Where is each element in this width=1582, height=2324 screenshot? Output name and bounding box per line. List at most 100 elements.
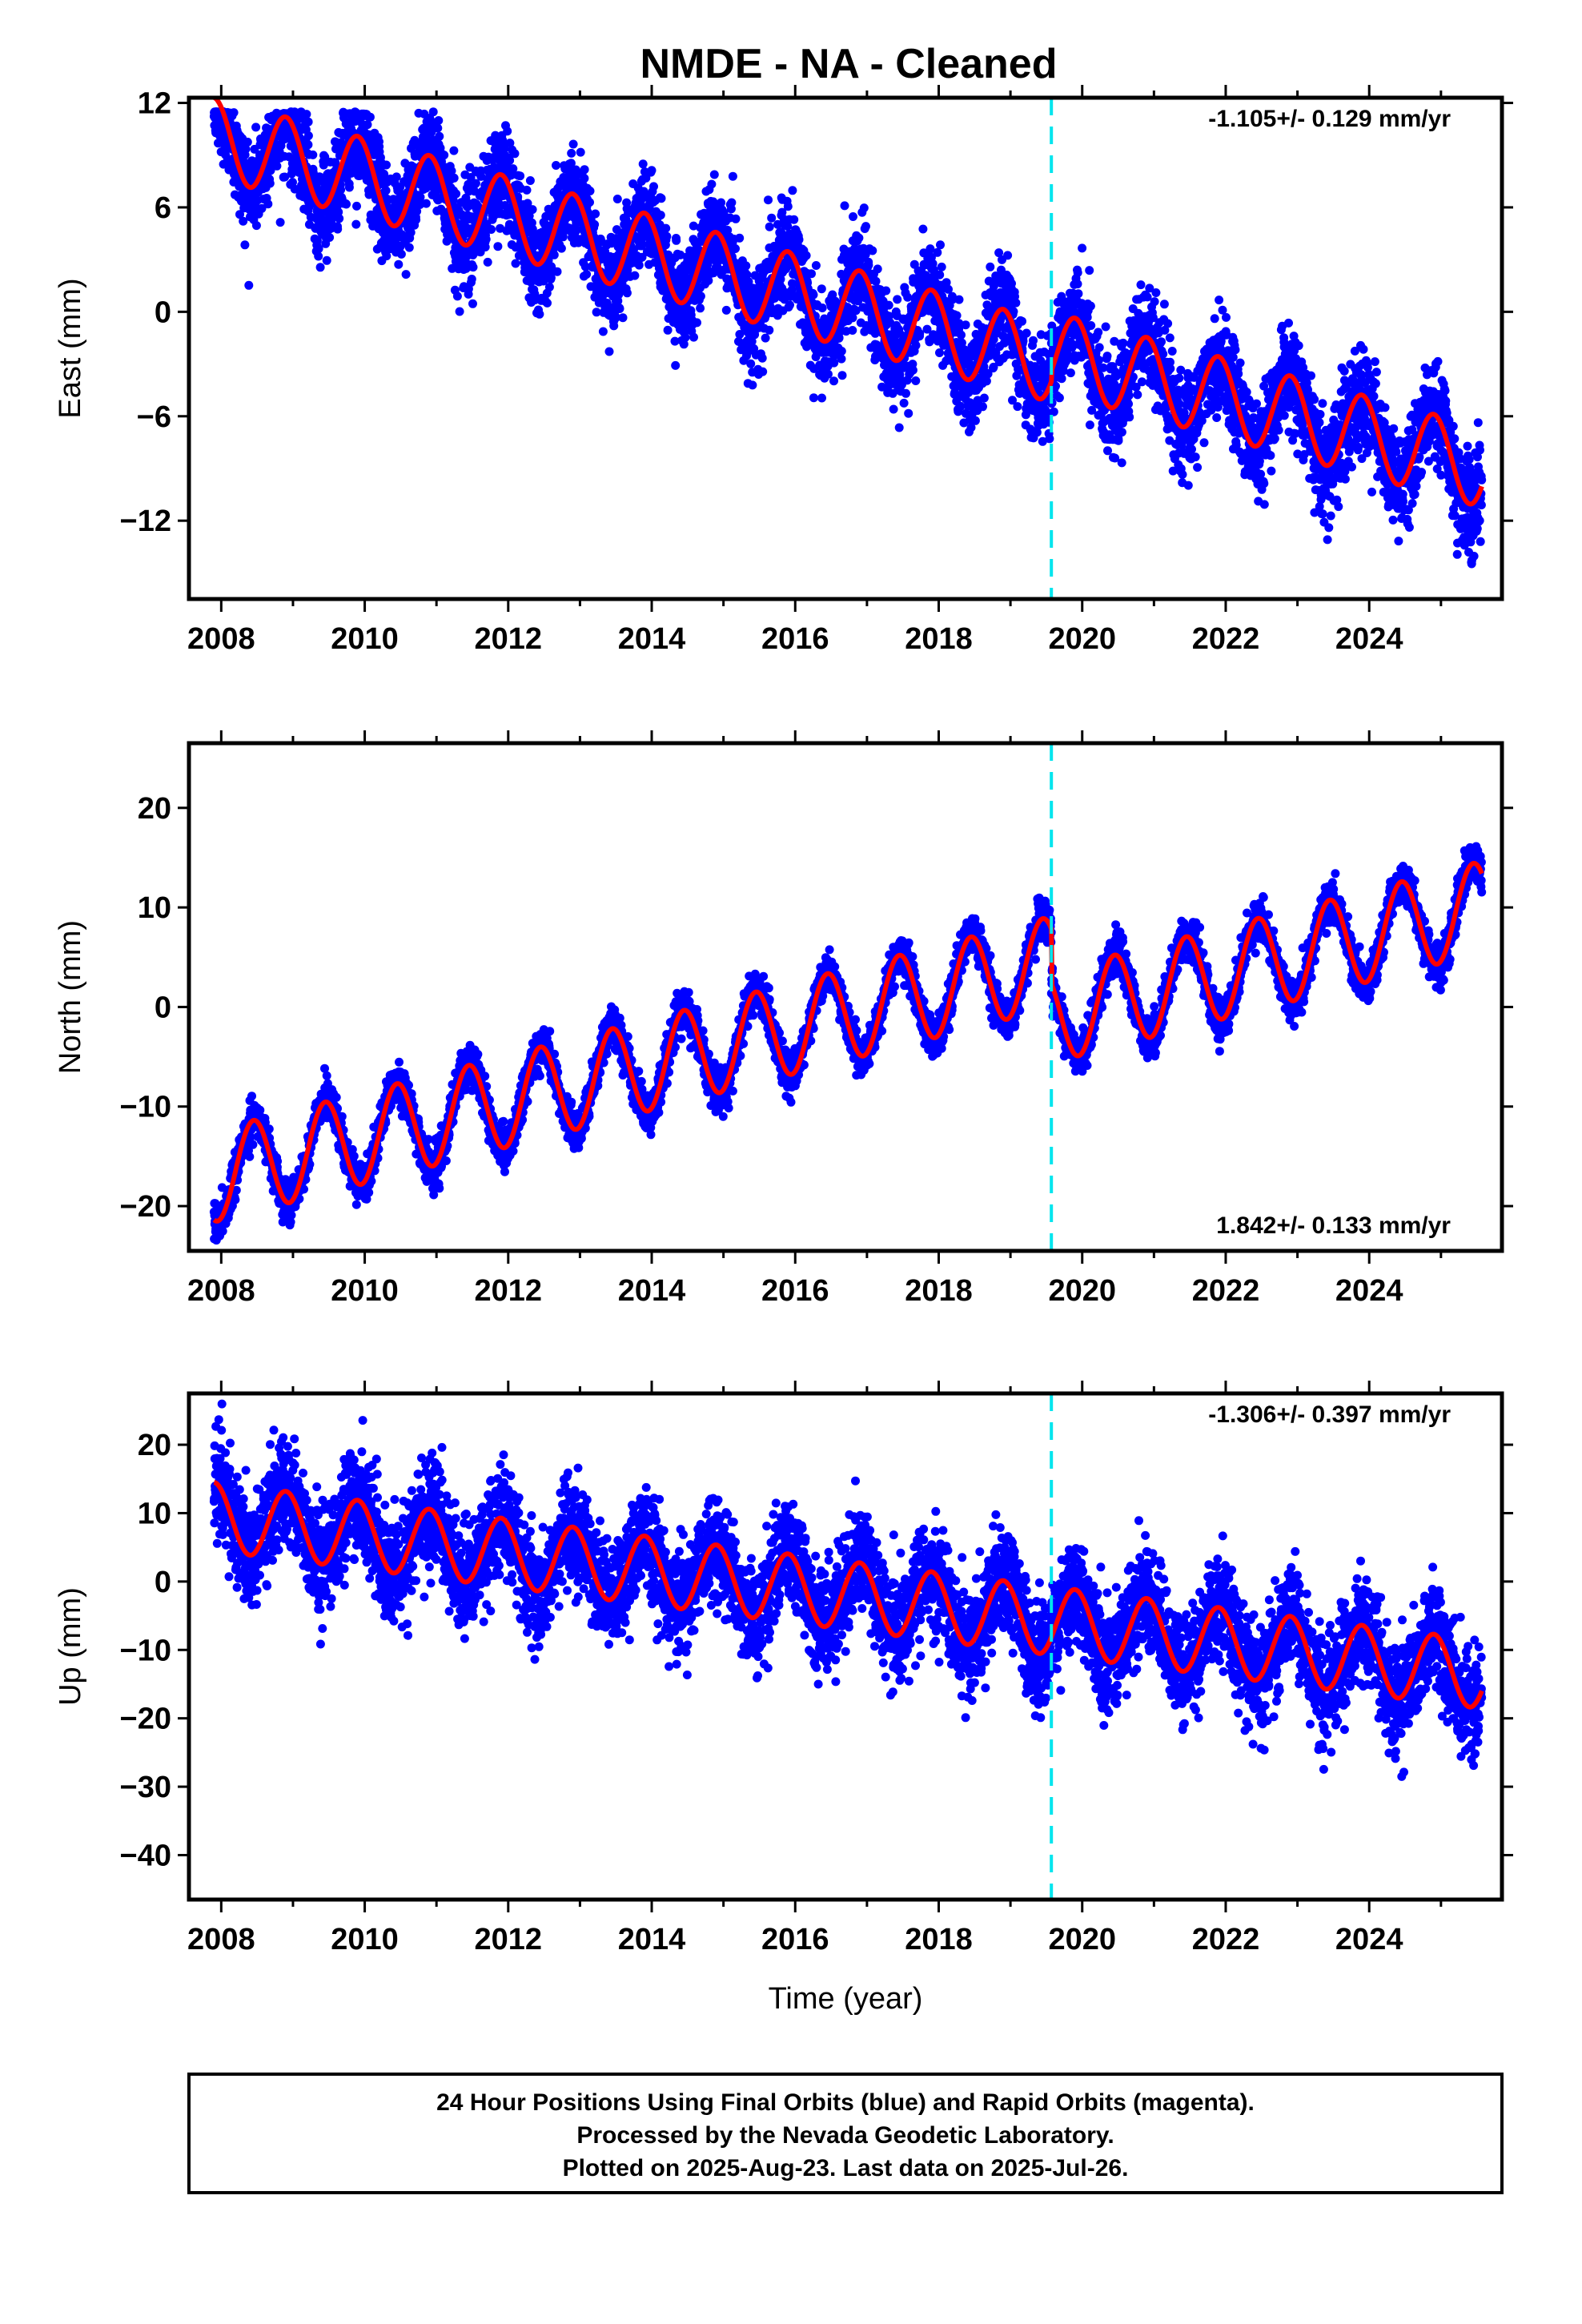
data-point <box>325 233 335 242</box>
data-point <box>528 205 537 215</box>
data-point <box>612 312 621 322</box>
data-point <box>290 184 299 194</box>
data-point <box>1151 288 1161 297</box>
data-point <box>288 178 297 187</box>
data-point <box>672 235 681 245</box>
data-point <box>649 182 658 191</box>
data-point <box>823 369 833 379</box>
data-point <box>365 112 375 122</box>
data-point <box>523 199 532 208</box>
data-point <box>935 270 945 279</box>
data-point <box>334 207 343 217</box>
data-point <box>434 116 444 125</box>
data-point <box>525 176 535 185</box>
data-point <box>707 179 717 189</box>
data-point <box>750 330 760 340</box>
data-point <box>1124 391 1134 400</box>
data-point <box>241 144 251 154</box>
data-point <box>428 107 438 117</box>
data-point <box>807 269 816 279</box>
data-point <box>634 260 644 270</box>
data-point <box>302 110 311 119</box>
data-point <box>979 393 989 403</box>
data-point <box>776 275 785 284</box>
data-point <box>871 276 881 286</box>
data-point <box>511 259 520 268</box>
data-point <box>322 255 331 265</box>
data-point <box>510 149 520 159</box>
data-point <box>1022 328 1031 338</box>
data-point <box>966 423 976 432</box>
data-point <box>758 367 768 376</box>
data-points-east <box>209 107 1487 569</box>
data-point <box>1098 363 1108 372</box>
data-point <box>801 251 811 260</box>
data-point <box>1187 444 1196 454</box>
data-point <box>1101 322 1110 332</box>
data-point <box>788 279 797 288</box>
data-point <box>308 150 318 159</box>
data-point <box>541 211 551 221</box>
data-point <box>449 146 459 155</box>
data-point <box>1054 393 1064 403</box>
data-point <box>1118 338 1128 348</box>
data-point <box>744 277 753 287</box>
data-point <box>622 288 632 298</box>
data-point <box>1085 420 1094 430</box>
data-point <box>312 236 322 245</box>
data-point <box>889 404 898 414</box>
data-point <box>787 285 797 295</box>
data-point <box>696 304 705 313</box>
data-point <box>613 296 623 306</box>
data-point <box>922 324 932 334</box>
data-point <box>656 211 665 220</box>
data-point <box>1008 396 1017 405</box>
data-point <box>894 423 904 432</box>
data-point <box>528 224 537 234</box>
data-point <box>1011 298 1021 308</box>
data-point <box>265 179 275 188</box>
data-point <box>859 203 869 213</box>
data-point <box>516 171 525 181</box>
data-point <box>918 224 928 234</box>
data-point <box>956 401 966 411</box>
data-point <box>1166 364 1175 373</box>
data-point <box>618 313 628 323</box>
data-point <box>229 108 239 118</box>
data-point <box>440 151 449 160</box>
data-point <box>788 186 797 195</box>
data-point <box>937 262 946 271</box>
data-point <box>676 250 685 259</box>
data-point <box>614 288 624 298</box>
data-point <box>263 199 273 209</box>
data-point <box>580 165 589 175</box>
data-point <box>1049 407 1058 416</box>
data-point <box>1125 412 1134 422</box>
data-point <box>1021 410 1030 420</box>
data-point <box>468 299 477 308</box>
data-point <box>1094 343 1104 352</box>
data-point <box>404 243 414 252</box>
data-point <box>598 327 608 336</box>
data-point <box>789 215 799 224</box>
data-point <box>604 347 614 356</box>
data-point <box>982 376 991 386</box>
data-point <box>214 139 223 148</box>
data-point <box>994 248 1004 258</box>
data-point <box>552 267 562 276</box>
data-point <box>546 273 556 283</box>
data-point <box>1117 428 1126 437</box>
data-point <box>908 365 917 375</box>
data-point <box>257 203 267 213</box>
data-point <box>641 173 651 183</box>
data-point <box>693 318 701 328</box>
data-point <box>944 284 953 294</box>
data-point <box>1178 470 1187 479</box>
data-point <box>1066 368 1075 378</box>
data-point <box>785 300 794 310</box>
data-point <box>467 275 476 283</box>
data-point <box>1167 347 1177 356</box>
data-point <box>696 292 705 301</box>
data-point <box>314 251 323 261</box>
data-point <box>493 242 503 251</box>
